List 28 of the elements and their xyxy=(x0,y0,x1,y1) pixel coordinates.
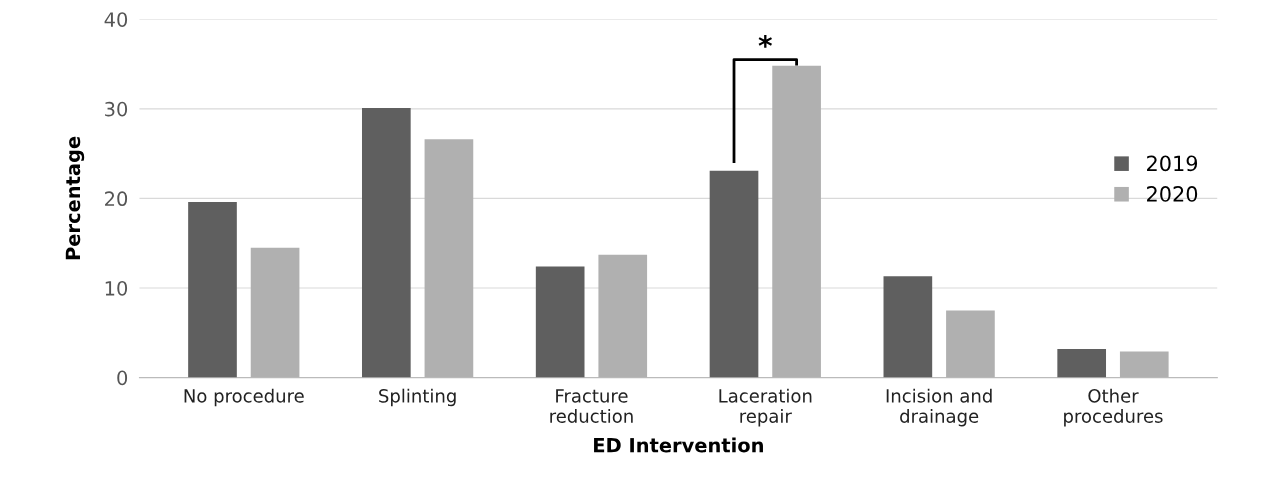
x-tick-label: No procedure xyxy=(184,388,304,407)
bar xyxy=(772,65,821,378)
x-axis-title: ED Intervention xyxy=(594,437,763,453)
y-tick-label: 30 xyxy=(105,101,128,117)
bar xyxy=(250,247,300,378)
x-tick-label: Incision and drainage xyxy=(886,388,992,427)
bar xyxy=(188,202,237,378)
x-tick-label: Fracture reduction xyxy=(550,389,633,423)
y-tick-label: 20 xyxy=(105,191,128,207)
legend-label: 2019 xyxy=(1147,155,1198,172)
y-axis-title: Percentage xyxy=(65,136,85,260)
bar xyxy=(598,254,648,378)
bar xyxy=(535,266,585,378)
bar xyxy=(1119,351,1169,378)
x-tick-label: Splinting xyxy=(379,388,456,407)
y-tick-label: 0 xyxy=(117,370,128,386)
y-tick-label: 40 xyxy=(104,12,128,27)
bar xyxy=(709,170,759,378)
legend-label: 2020 xyxy=(1147,186,1198,202)
y-tick-label: 10 xyxy=(105,280,128,296)
bar xyxy=(361,107,411,378)
bar xyxy=(1057,348,1107,378)
annotation: * xyxy=(758,34,773,48)
x-tick-label: Laceration repair xyxy=(719,388,812,427)
bar xyxy=(424,139,474,378)
x-tick-label: Other procedures xyxy=(1064,388,1163,427)
bar xyxy=(946,310,995,378)
bar xyxy=(883,276,933,378)
